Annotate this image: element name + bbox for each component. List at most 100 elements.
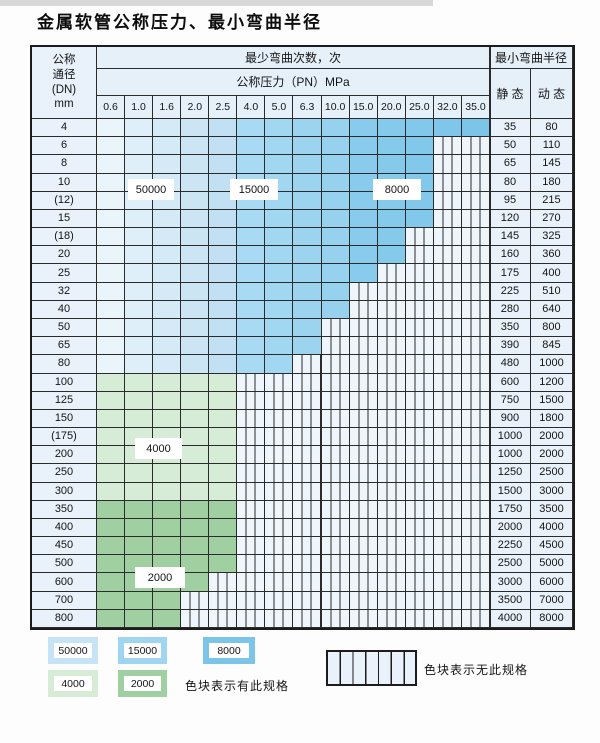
- spec-unavailable-cell: [405, 464, 434, 483]
- min-bend-radius-header: 最小弯曲半径: [489, 47, 573, 69]
- spec-available-cell: [125, 464, 154, 483]
- spec-unavailable-cell: [377, 518, 406, 538]
- spec-available-cell: [181, 355, 210, 374]
- dynamic-radius-cell: 400: [530, 264, 573, 283]
- pressure-tick-5.0: 5.0: [265, 96, 294, 119]
- dn-column-header: 公称 通径 (DN) mm: [32, 47, 97, 119]
- spec-unavailable-cell: [321, 573, 350, 592]
- static-radius-cell: 65: [489, 155, 531, 174]
- spec-unavailable-cell: [237, 482, 266, 501]
- bend-cycles-header: 最少弯曲次数，次: [97, 47, 490, 69]
- spec-available-cell: [125, 591, 154, 610]
- spec-unavailable-cell: [461, 209, 490, 229]
- spec-available-cell: [349, 228, 378, 247]
- dn-cell: 15: [32, 209, 97, 229]
- spec-available-cell: [97, 428, 126, 447]
- spec-unavailable-cell: [405, 246, 434, 265]
- spec-available-cell: [125, 318, 154, 338]
- nominal-pressure-header: 公称压力（PN）MPa: [97, 69, 490, 96]
- dynamic-radius-cell: 1000: [530, 355, 573, 374]
- spec-unavailable-cell: [237, 609, 266, 628]
- dn-cell: 10: [32, 173, 97, 192]
- spec-unavailable-cell: [237, 537, 266, 556]
- spec-available-cell: [153, 209, 182, 229]
- spec-available-cell: [97, 555, 126, 574]
- spec-available-cell: [181, 391, 210, 410]
- static-radius-cell: 35: [489, 119, 531, 138]
- pressure-tick-10.0: 10.0: [321, 96, 350, 119]
- spec-unavailable-cell: [293, 391, 322, 410]
- spec-available-cell: [265, 355, 294, 374]
- spec-unavailable-cell: [405, 337, 434, 356]
- dn-cell: (175): [32, 428, 97, 447]
- spec-available-cell: [321, 137, 350, 156]
- spec-available-cell: [153, 500, 182, 519]
- pressure-tick-4.0: 4.0: [237, 96, 266, 119]
- dynamic-radius-cell: 270: [530, 209, 573, 229]
- dynamic-radius-cell: 800: [530, 318, 573, 338]
- spec-unavailable-cell: [237, 428, 266, 447]
- spec-unavailable-cell: [461, 355, 490, 374]
- dynamic-radius-cell: 3500: [530, 500, 573, 519]
- spec-unavailable-cell: [433, 537, 462, 556]
- spec-available-cell: [125, 482, 154, 501]
- spec-unavailable-cell: [265, 482, 294, 501]
- spec-unavailable-cell: [433, 500, 462, 519]
- spec-unavailable-cell: [433, 173, 462, 192]
- spec-available-cell: [97, 300, 126, 319]
- spec-available-cell: [181, 409, 210, 429]
- spec-available-cell: [181, 191, 210, 210]
- dynamic-radius-cell: 845: [530, 337, 573, 356]
- dn-cell: 8: [32, 155, 97, 174]
- dn-cell: 200: [32, 446, 97, 465]
- spec-unavailable-cell: [181, 591, 210, 610]
- spec-unavailable-cell: [237, 391, 266, 410]
- spec-unavailable-cell: [321, 482, 350, 501]
- spec-unavailable-cell: [237, 500, 266, 519]
- spec-unavailable-cell: [433, 264, 462, 283]
- spec-available-cell: [293, 264, 322, 283]
- spec-available-cell: [97, 391, 126, 410]
- dynamic-radius-cell: 2500: [530, 464, 573, 483]
- dn-cell: 125: [32, 391, 97, 410]
- dynamic-radius-cell: 215: [530, 191, 573, 210]
- spec-unavailable-cell: [405, 428, 434, 447]
- spec-unavailable-cell: [321, 464, 350, 483]
- spec-unavailable-cell: [461, 537, 490, 556]
- pressure-tick-1.6: 1.6: [153, 96, 182, 119]
- spec-unavailable-cell: [265, 446, 294, 465]
- spec-unavailable-cell: [265, 609, 294, 628]
- spec-available-cell: [97, 228, 126, 247]
- spec-available-cell: [265, 337, 294, 356]
- spec-unavailable-cell: [265, 518, 294, 538]
- spec-available-cell: [125, 409, 154, 429]
- dynamic-radius-header: 动 态: [530, 69, 573, 119]
- spec-unavailable-cell: [349, 318, 378, 338]
- spec-available-cell: [181, 446, 210, 465]
- pressure-tick-20.0: 20.0: [377, 96, 406, 119]
- spec-available-cell: [293, 209, 322, 229]
- spec-unavailable-cell: [321, 409, 350, 429]
- spec-unavailable-cell: [461, 191, 490, 210]
- dynamic-radius-cell: 2000: [530, 428, 573, 447]
- dynamic-radius-cell: 4500: [530, 537, 573, 556]
- spec-available-cell: [405, 209, 434, 229]
- dynamic-radius-cell: 80: [530, 119, 573, 138]
- spec-unavailable-cell: [237, 591, 266, 610]
- spec-available-cell: [97, 409, 126, 429]
- pressure-tick-15.0: 15.0: [349, 96, 378, 119]
- spec-available-cell: [97, 591, 126, 610]
- spec-available-cell: [209, 228, 238, 247]
- spec-unavailable-cell: [461, 409, 490, 429]
- spec-available-cell: [237, 228, 266, 247]
- spec-available-cell: [97, 137, 126, 156]
- spec-available-cell: [153, 137, 182, 156]
- spec-unavailable-cell: [377, 373, 406, 392]
- pressure-tick-0.6: 0.6: [97, 96, 126, 119]
- spec-available-cell: [209, 300, 238, 319]
- pressure-tick-6.3: 6.3: [293, 96, 322, 119]
- static-radius-cell: 1000: [489, 446, 531, 465]
- spec-available-cell: [181, 246, 210, 265]
- spec-unavailable-cell: [349, 500, 378, 519]
